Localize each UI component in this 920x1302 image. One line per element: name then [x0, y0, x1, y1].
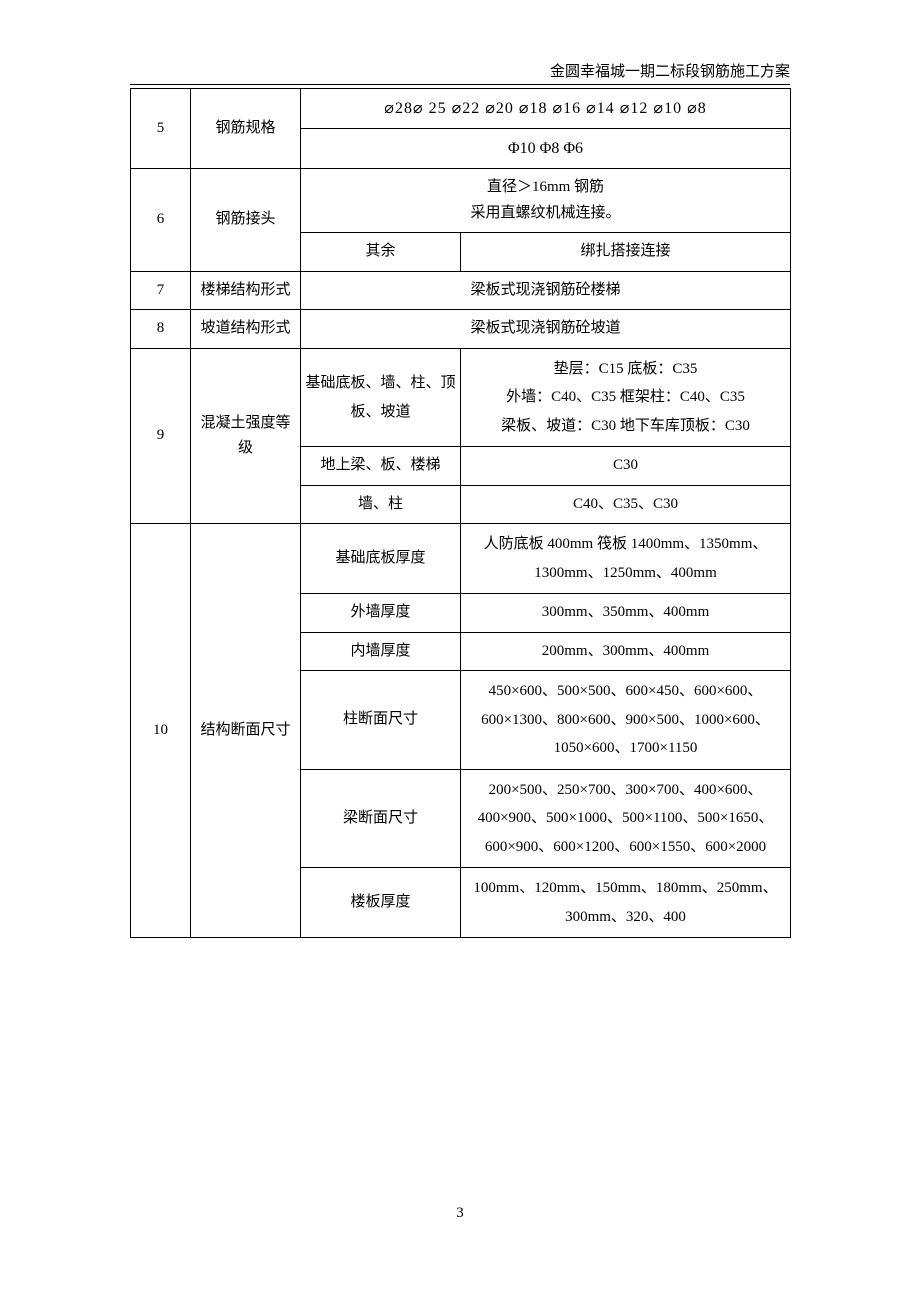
phi-icon: ⌀: [413, 100, 424, 117]
phi-icon: ⌀: [452, 100, 463, 117]
concrete-grade-1: 垫层：C15 底板：C35 外墙：C40、C35 框架柱：C40、C35 梁板、…: [461, 348, 791, 447]
specification-table: 5 钢筋规格 ⌀28⌀ 25 ⌀22 ⌀20 ⌀18 ⌀16 ⌀14 ⌀12 ⌀…: [130, 88, 791, 938]
table-row: 7 楼梯结构形式 梁板式现浇钢筋砼楼梯: [131, 271, 791, 310]
table-row: 6 钢筋接头 直径＞16mm 钢筋 采用直螺纹机械连接。: [131, 169, 791, 233]
phi-icon: ⌀: [485, 100, 496, 117]
joint-other-label: 其余: [301, 233, 461, 272]
phi-icon: ⌀: [687, 100, 698, 117]
concrete-grade-3: C40、C35、C30: [461, 485, 791, 524]
row-label: 钢筋接头: [191, 169, 301, 272]
phi-icon: Φ: [540, 140, 552, 157]
phi-icon: ⌀: [620, 100, 631, 117]
row-number: 5: [131, 89, 191, 169]
section-part-2: 外墙厚度: [301, 594, 461, 633]
header-underline: [130, 84, 790, 85]
section-part-6: 楼板厚度: [301, 868, 461, 938]
row-label: 混凝土强度等级: [191, 348, 301, 524]
section-dim-5: 200×500、250×700、300×700、400×600、400×900、…: [461, 769, 791, 868]
rebar-spec-1: ⌀28⌀ 25 ⌀22 ⌀20 ⌀18 ⌀16 ⌀14 ⌀12 ⌀10 ⌀8: [301, 89, 791, 129]
row-number: 8: [131, 310, 191, 349]
section-part-4: 柱断面尺寸: [301, 671, 461, 770]
phi-icon: ⌀: [586, 100, 597, 117]
grade-line: 垫层：C15 底板：C35: [465, 355, 786, 384]
main-table-container: 5 钢筋规格 ⌀28⌀ 25 ⌀22 ⌀20 ⌀18 ⌀16 ⌀14 ⌀12 ⌀…: [130, 88, 790, 938]
section-part-5: 梁断面尺寸: [301, 769, 461, 868]
row-number: 6: [131, 169, 191, 272]
row-label: 坡道结构形式: [191, 310, 301, 349]
phi-icon: Φ: [563, 140, 575, 157]
rebar-spec-2: Φ10 Φ8 Φ6: [301, 129, 791, 169]
joint-method-main: 直径＞16mm 钢筋 采用直螺纹机械连接。: [301, 169, 791, 233]
row-number: 7: [131, 271, 191, 310]
phi-icon: ⌀: [519, 100, 530, 117]
phi-icon: ⌀: [384, 100, 395, 117]
page-number: 3: [456, 1205, 464, 1222]
joint-other-method: 绑扎搭接连接: [461, 233, 791, 272]
row-label: 楼梯结构形式: [191, 271, 301, 310]
row-label: 钢筋规格: [191, 89, 301, 169]
section-part-1: 基础底板厚度: [301, 524, 461, 594]
row-label: 结构断面尺寸: [191, 524, 301, 938]
grade-line: 梁板、坡道：C30 地下车库顶板：C30: [465, 412, 786, 441]
header-title: 金圆幸福城一期二标段钢筋施工方案: [550, 64, 790, 80]
row-number: 9: [131, 348, 191, 524]
grade-line: 外墙：C40、C35 框架柱：C40、C35: [465, 383, 786, 412]
concrete-grade-2: C30: [461, 447, 791, 486]
section-dim-4: 450×600、500×500、600×450、600×600、600×1300…: [461, 671, 791, 770]
section-dim-1: 人防底板 400mm 筏板 1400mm、1350mm、1300mm、1250m…: [461, 524, 791, 594]
table-row: 8 坡道结构形式 梁板式现浇钢筋砼坡道: [131, 310, 791, 349]
concrete-part-1: 基础底板、墙、柱、顶板、坡道: [301, 348, 461, 447]
joint-line2: 采用直螺纹机械连接。: [305, 201, 786, 227]
phi-icon: Φ: [508, 140, 520, 157]
ramp-structure: 梁板式现浇钢筋砼坡道: [301, 310, 791, 349]
phi-icon: ⌀: [553, 100, 564, 117]
table-row: 5 钢筋规格 ⌀28⌀ 25 ⌀22 ⌀20 ⌀18 ⌀16 ⌀14 ⌀12 ⌀…: [131, 89, 791, 129]
concrete-part-2: 地上梁、板、楼梯: [301, 447, 461, 486]
phi-icon: ⌀: [653, 100, 664, 117]
table-row: 9 混凝土强度等级 基础底板、墙、柱、顶板、坡道 垫层：C15 底板：C35 外…: [131, 348, 791, 447]
section-dim-3: 200mm、300mm、400mm: [461, 632, 791, 671]
section-dim-6: 100mm、120mm、150mm、180mm、250mm、300mm、320、…: [461, 868, 791, 938]
concrete-part-3: 墙、柱: [301, 485, 461, 524]
document-header: 金圆幸福城一期二标段钢筋施工方案: [550, 60, 790, 81]
section-part-3: 内墙厚度: [301, 632, 461, 671]
stair-structure: 梁板式现浇钢筋砼楼梯: [301, 271, 791, 310]
joint-line1: 直径＞16mm 钢筋: [305, 175, 786, 201]
section-dim-2: 300mm、350mm、400mm: [461, 594, 791, 633]
row-number: 10: [131, 524, 191, 938]
table-row: 10 结构断面尺寸 基础底板厚度 人防底板 400mm 筏板 1400mm、13…: [131, 524, 791, 594]
